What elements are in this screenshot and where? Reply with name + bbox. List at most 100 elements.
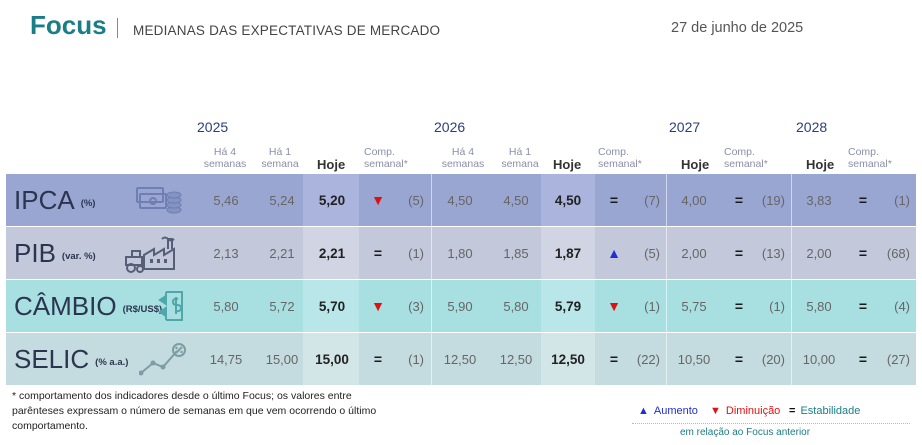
- down-arrow-icon: ▼: [371, 192, 385, 208]
- trend-2027: =: [729, 280, 749, 332]
- year-separator: [791, 280, 792, 332]
- equal-sign-icon: =: [734, 245, 744, 261]
- value-ha4-2025: 5,46: [213, 192, 239, 208]
- value-hoje-2025: 5,20: [318, 192, 346, 208]
- value-ha4-2026: 12,50: [443, 351, 477, 367]
- equal-sign-icon: =: [734, 298, 744, 314]
- year-separator: [431, 333, 432, 385]
- page-subtitle: MEDIANAS DAS EXPECTATIVAS DE MERCADO: [133, 23, 441, 38]
- indicator-unit: (var. %): [61, 250, 96, 262]
- value-ha1-2025: 5,24: [269, 192, 295, 208]
- count-2026: (1): [644, 298, 660, 314]
- indicator-name: CÂMBIO: [14, 290, 117, 321]
- count-2028: (1): [894, 192, 910, 208]
- count-2025: (1): [408, 245, 424, 261]
- value-hoje-2027: 5,75: [681, 298, 707, 314]
- count-2028: (27): [886, 351, 910, 367]
- indicator-row-ipca: IPCA (%) 5,46 5,24 5,20 ▼ (5) 4,50 4,50 4,50 = (7…: [6, 174, 916, 226]
- count-2025: (5): [408, 192, 424, 208]
- year-separator: [431, 280, 432, 332]
- value-hoje-2026: 5,79: [554, 298, 582, 314]
- count-2026: (7): [644, 192, 660, 208]
- col-comp-2026: Comp. semanal*: [598, 146, 642, 170]
- indicator-row-pib: PIB (var. %) 2,13 2,21 2,21 = (1) 1,80 1,85 1,8…: [6, 227, 916, 279]
- rate-chart-icon: [138, 341, 189, 377]
- year-separator: [666, 280, 667, 332]
- value-ha4-2025: 14,75: [209, 351, 243, 367]
- value-ha4-2026: 5,90: [447, 298, 473, 314]
- indicator-name: PIB: [14, 237, 56, 268]
- col-hoje-2027: Hoje: [681, 157, 710, 172]
- value-hoje-2027: 2,00: [681, 245, 707, 261]
- count-2027: (19): [761, 192, 785, 208]
- indicator-label: SELIC (% a.a.): [14, 333, 128, 385]
- trend-2028: =: [853, 174, 873, 226]
- indicator-unit: (%): [80, 197, 96, 209]
- trend-2027: =: [729, 174, 749, 226]
- legend-up: ▲ Aumento: [638, 405, 698, 417]
- equal-sign-icon: =: [858, 298, 868, 314]
- trend-2026: ▲: [604, 227, 624, 279]
- value-ha1-2026: 5,80: [503, 298, 529, 314]
- indicator-label: IPCA (%): [14, 174, 95, 226]
- equal-sign-icon: =: [609, 351, 619, 367]
- hoje-highlight: [541, 227, 595, 279]
- year-separator: [791, 174, 792, 226]
- legend-equal: = Estabilidade: [789, 405, 860, 417]
- trend-2025: =: [368, 227, 388, 279]
- year-separator: [791, 227, 792, 279]
- value-ha1-2025: 2,21: [269, 245, 295, 261]
- col-comp-2028: Comp. semanal*: [848, 146, 892, 170]
- trend-2027: =: [729, 227, 749, 279]
- year-separator: [666, 333, 667, 385]
- year-separator: [666, 174, 667, 226]
- hoje-highlight: [303, 227, 359, 279]
- year-2028: 2028: [796, 119, 828, 135]
- indicator-unit: (% a.a.): [95, 356, 129, 368]
- value-hoje-2026: 12,50: [551, 351, 585, 367]
- up-arrow-icon: ▲: [607, 245, 621, 261]
- value-ha1-2025: 15,00: [265, 351, 299, 367]
- trend-2028: =: [853, 227, 873, 279]
- down-arrow-icon: ▼: [710, 405, 721, 417]
- down-arrow-icon: ▼: [371, 298, 385, 314]
- money-stack-icon: [134, 182, 184, 218]
- hoje-highlight: [541, 174, 595, 226]
- col-comp-2025: Comp. semanal*: [364, 146, 408, 170]
- value-ha1-2025: 5,72: [269, 298, 295, 314]
- equal-sign-icon: =: [373, 351, 383, 367]
- year-separator: [431, 227, 432, 279]
- factory-tractor-icon: [124, 235, 175, 273]
- footnote: * comportamento dos indicadores desde o …: [12, 390, 377, 432]
- equal-sign-icon: =: [858, 192, 868, 208]
- value-hoje-2028: 5,80: [806, 298, 832, 314]
- count-2025: (3): [408, 298, 424, 314]
- indicator-label: PIB (var. %): [14, 227, 96, 279]
- up-arrow-icon: ▲: [638, 405, 649, 417]
- trend-2027: =: [729, 333, 749, 385]
- count-2026: (22): [636, 351, 660, 367]
- equal-sign-icon: =: [858, 351, 868, 367]
- equal-sign-icon: =: [858, 245, 868, 261]
- equal-sign-icon: =: [734, 192, 744, 208]
- col-ha4-2026: Há 4 semanas: [441, 146, 485, 170]
- count-2027: (13): [761, 245, 785, 261]
- col-ha4-2025: Há 4 semanas: [203, 146, 247, 170]
- equal-sign-icon: =: [609, 192, 619, 208]
- hoje-highlight: [541, 333, 595, 385]
- hoje-highlight: [303, 333, 359, 385]
- trend-2026: ▼: [604, 280, 624, 332]
- count-2025: (1): [408, 351, 424, 367]
- down-arrow-icon: ▼: [607, 298, 621, 314]
- year-separator: [791, 333, 792, 385]
- currency-exchange-icon: [156, 288, 206, 324]
- count-2028: (68): [886, 245, 910, 261]
- legend-divider: [632, 423, 910, 424]
- value-hoje-2025: 15,00: [315, 351, 349, 367]
- value-hoje-2028: 3,83: [806, 192, 832, 208]
- trend-2026: =: [604, 174, 624, 226]
- hoje-highlight: [303, 280, 359, 332]
- hoje-highlight: [541, 280, 595, 332]
- legend-subtitle: em relação ao Focus anterior: [680, 427, 811, 438]
- count-2026: (5): [644, 245, 660, 261]
